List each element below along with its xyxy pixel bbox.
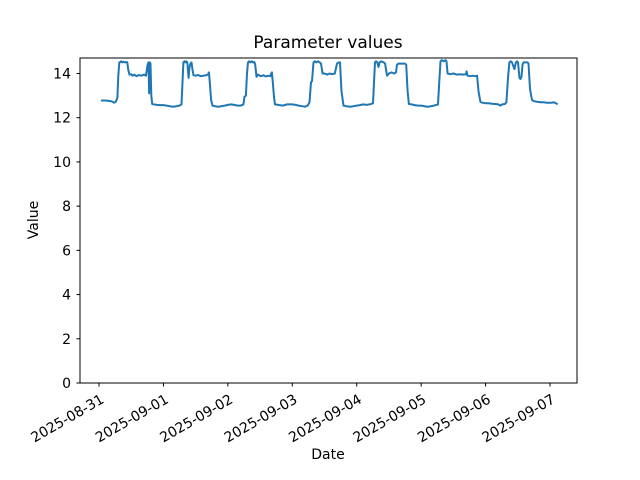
x-axis-label: Date: [311, 447, 344, 463]
chart-title: Parameter values: [253, 33, 402, 53]
y-tick-label: 0: [62, 376, 71, 392]
data-line-series: [100, 59, 558, 108]
y-tick-label: 2: [62, 332, 71, 348]
plot-area: [79, 57, 578, 384]
x-axis-ticks: 2025-08-312025-09-012025-09-022025-09-03…: [29, 383, 558, 446]
y-tick-label: 4: [62, 288, 71, 304]
y-axis-label: Value: [26, 201, 42, 239]
y-axis-ticks: 0 2 4 6 8 10 12 14: [53, 67, 80, 392]
x-tick-label: 2025-09-07: [480, 392, 558, 447]
y-tick-label: 6: [62, 243, 71, 259]
y-tick-label: 8: [62, 199, 71, 215]
y-tick-label: 12: [53, 111, 71, 127]
y-tick-label: 10: [53, 155, 71, 171]
y-tick-label: 14: [53, 67, 71, 83]
